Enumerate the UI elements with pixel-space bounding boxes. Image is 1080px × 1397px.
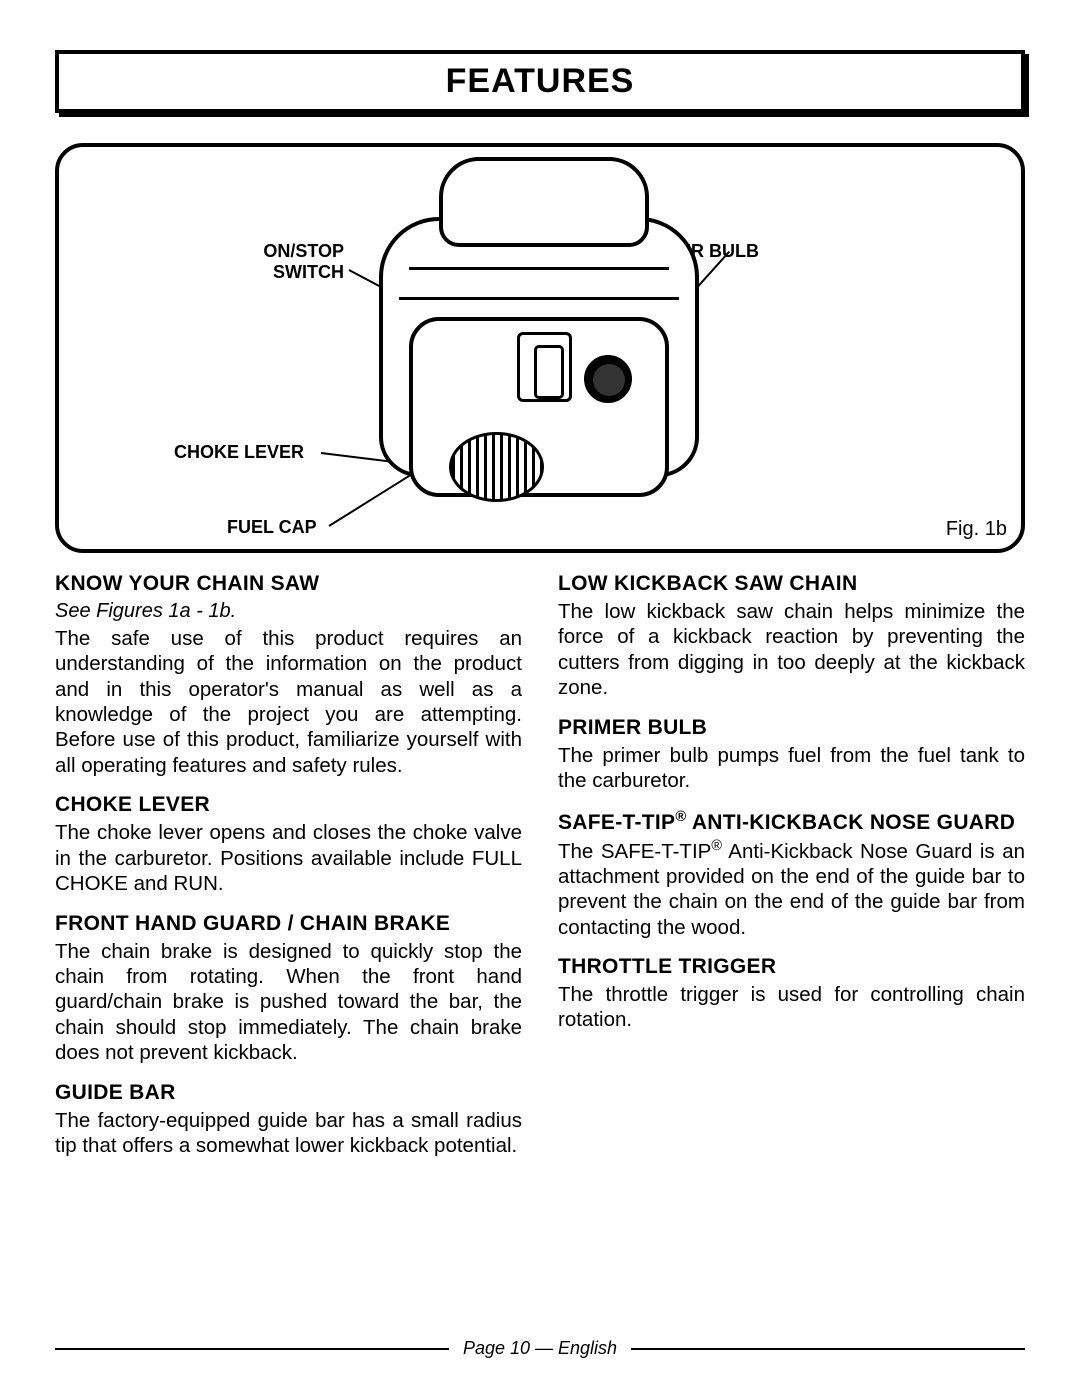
heading-low-kickback: LOW KICKBACK SAW CHAIN	[558, 571, 1025, 597]
heading-primer-bulb: PRIMER BULB	[558, 715, 1025, 741]
left-column: KNOW YOUR CHAIN SAW See Figures 1a - 1b.…	[55, 571, 522, 1162]
para-primer: The primer bulb pumps fuel from the fuel…	[558, 743, 1025, 794]
para-guide-bar: The factory-equipped guide bar has a sma…	[55, 1108, 522, 1159]
para-choke: The choke lever opens and closes the cho…	[55, 820, 522, 896]
para-throttle: The throttle trigger is used for control…	[558, 982, 1025, 1033]
page-footer: Page 10 — English	[55, 1338, 1025, 1359]
content-columns: KNOW YOUR CHAIN SAW See Figures 1a - 1b.…	[55, 571, 1025, 1162]
footer-text: Page 10 — English	[463, 1338, 617, 1359]
right-column: LOW KICKBACK SAW CHAIN The low kickback …	[558, 571, 1025, 1162]
heading-throttle-trigger: THROTTLE TRIGGER	[558, 954, 1025, 980]
label-on-stop: ON/STOP SWITCH	[234, 241, 344, 283]
label-fuel-cap: FUEL CAP	[227, 517, 317, 538]
heading-choke-lever: CHOKE LEVER	[55, 792, 522, 818]
reg-mark-icon: ®	[675, 809, 686, 825]
safe-t-tip-rest: ANTI-KICKBACK NOSE GUARD	[686, 811, 1015, 834]
heading-safe-t-tip: SAFE-T-TIP® ANTI-KICKBACK NOSE GUARD	[558, 808, 1025, 836]
heading-know-your-chainsaw: KNOW YOUR CHAIN SAW	[55, 571, 522, 597]
label-on-stop-l2: SWITCH	[234, 262, 344, 283]
chainsaw-illustration	[369, 157, 719, 537]
safe-t-tip-name: SAFE-T-TIP	[558, 811, 675, 834]
label-on-stop-l1: ON/STOP	[234, 241, 344, 262]
para-know: The safe use of this product requires an…	[55, 626, 522, 778]
label-choke-lever: CHOKE LEVER	[174, 442, 304, 463]
page-title-box: FEATURES	[55, 50, 1025, 113]
para-brake: The chain brake is designed to quickly s…	[55, 939, 522, 1066]
figure-caption: Fig. 1b	[946, 518, 1007, 541]
para-low-kickback: The low kickback saw chain helps minimiz…	[558, 599, 1025, 701]
page-title: FEATURES	[59, 62, 1021, 101]
figure-1b: ON/STOP SWITCH PRIMER BULB CHOKE LEVER F…	[55, 143, 1025, 553]
reg-mark-icon-2: ®	[711, 838, 722, 854]
footer-rule-right	[631, 1348, 1025, 1350]
heading-guide-bar: GUIDE BAR	[55, 1080, 522, 1106]
footer-rule-left	[55, 1348, 449, 1350]
para-safe-t-tip: The SAFE-T-TIP® Anti-Kickback Nose Guard…	[558, 838, 1025, 940]
see-figures: See Figures 1a - 1b.	[55, 599, 522, 624]
heading-front-hand-guard: FRONT HAND GUARD / CHAIN BRAKE	[55, 911, 522, 937]
